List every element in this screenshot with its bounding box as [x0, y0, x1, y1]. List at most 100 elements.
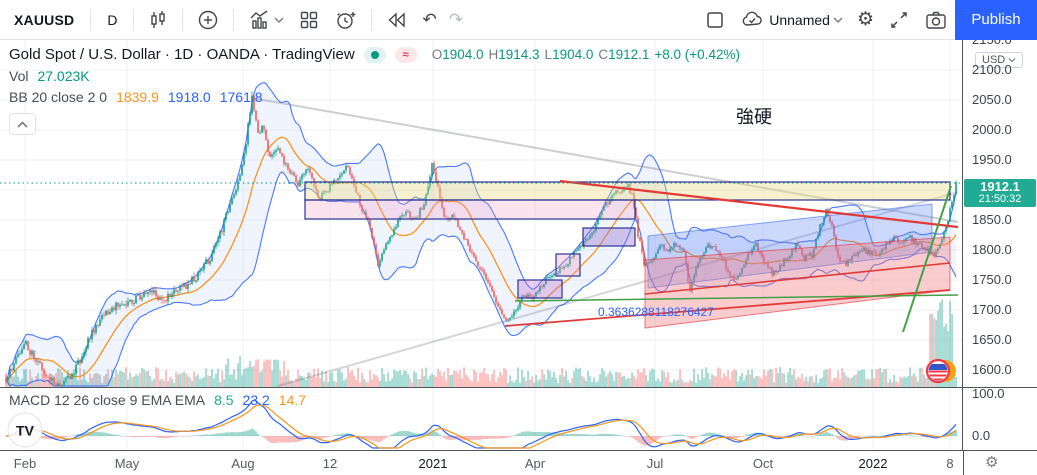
indicators-button[interactable] — [240, 4, 291, 36]
redo-button[interactable]: ↷ — [448, 9, 463, 29]
open-label: O — [431, 47, 443, 62]
price-chart-canvas[interactable]: 0.3636288118276427 強硬 TV — [0, 40, 963, 450]
bb-upper-value: 1918.0 — [167, 89, 211, 105]
single-layout-icon — [707, 11, 723, 28]
macd-tick-label: 0.0 — [972, 428, 991, 443]
compare-button[interactable] — [189, 4, 227, 36]
chart-style-button[interactable] — [140, 5, 176, 35]
separator — [133, 8, 135, 31]
alarm-clock-plus-icon — [337, 11, 356, 29]
macd-tick-label: 100.0 — [972, 386, 1005, 401]
toolbar-left-group: XAUUSD D — [0, 0, 469, 39]
bb-lower-value: 1761.8 — [219, 89, 263, 105]
time-tick-label: 2022 — [858, 456, 888, 471]
last-price-label: 1912.1 21:50:32 — [964, 179, 1036, 207]
price-tick-label: 1700.0 — [972, 302, 1012, 317]
candles-icon — [151, 10, 166, 28]
last-price-value: 1912.1 — [980, 179, 1020, 194]
price-tick-label: 1950.0 — [972, 152, 1012, 167]
close-value: 1912.1 — [608, 47, 650, 62]
bb-label: BB 20 close 2 0 — [9, 89, 108, 105]
price-tick-label: 2050.0 — [972, 92, 1012, 107]
macd-line-value: 23.2 — [242, 392, 270, 408]
price-tick-label: 1850.0 — [972, 212, 1012, 227]
high-label: H — [488, 47, 499, 62]
currency-label: USD — [982, 54, 1006, 66]
pane-axis-divider — [963, 387, 1037, 388]
volume-label: Vol — [9, 68, 29, 84]
time-tick-label: Oct — [752, 456, 774, 471]
chevron-up-icon — [17, 120, 28, 128]
volume-value: 27.023K — [37, 68, 90, 84]
separator — [371, 8, 373, 31]
price-axis[interactable]: USD 1912.1 21:50:32 2150.02100.02050.020… — [963, 32, 1037, 450]
svg-text:強硬: 強硬 — [736, 107, 772, 127]
macd-legend-row: MACD 12 26 close 9 EMA EMA 8.5 23.2 14.7 — [9, 392, 306, 408]
publish-button[interactable]: Publish — [955, 0, 1037, 40]
symbol-button[interactable]: XAUUSD — [14, 11, 75, 28]
price-tick-label: 2100.0 — [972, 62, 1012, 77]
time-axis[interactable]: ⚙ Feb May Aug 12 2021 Apr Jul Oct 2022 8 — [0, 450, 1037, 475]
alert-button[interactable] — [327, 4, 365, 36]
toolbar-right-group: Unnamed ⚙ Publish — [697, 0, 1037, 40]
camera-icon — [926, 11, 946, 29]
separator — [182, 8, 184, 31]
published-idea-icon[interactable] — [363, 46, 386, 63]
low-value: 1904.0 — [552, 47, 594, 62]
grid-layout-icon — [301, 11, 318, 28]
rewind-icon — [388, 11, 406, 28]
axis-settings-gear-icon[interactable]: ⚙ — [985, 454, 999, 471]
snapshot-button[interactable] — [917, 5, 955, 35]
layout-select-button[interactable] — [697, 5, 733, 35]
svg-text:TV: TV — [16, 423, 35, 439]
time-tick-label: 2021 — [418, 456, 448, 471]
price-tick-label: 2000.0 — [972, 122, 1012, 137]
bb-legend-row: BB 20 close 2 0 1839.9 1918.0 1761.8 — [9, 89, 745, 105]
close-label: C — [598, 47, 609, 62]
chevron-down-icon — [1008, 58, 1016, 63]
high-value: 1914.3 — [498, 47, 540, 62]
cloud-check-icon — [742, 11, 763, 26]
idea-dot-icon — [370, 50, 379, 59]
macd-signal-value: 14.7 — [278, 392, 307, 408]
currency-selector[interactable]: USD — [975, 52, 1024, 68]
chevron-down-icon — [274, 17, 284, 23]
svg-text:0.3636288118276427: 0.3636288118276427 — [598, 305, 714, 319]
chart-area: 0.3636288118276427 強硬 TV Gold Spot / U.S. … — [0, 32, 1037, 475]
bb-basis-value: 1839.9 — [116, 89, 159, 105]
fullscreen-arrows-icon — [891, 11, 907, 28]
save-layout-button[interactable]: Unnamed — [733, 5, 850, 35]
time-tick-label: Aug — [231, 456, 255, 471]
macd-label: MACD 12 26 close 9 EMA EMA — [9, 392, 206, 408]
change-value: +8.0 (+0.42%) — [654, 47, 740, 62]
undo-button[interactable]: ↶ — [422, 9, 437, 29]
time-tick-label: Jul — [646, 456, 664, 471]
interval-button[interactable]: D — [107, 11, 118, 28]
fullscreen-button[interactable] — [881, 5, 917, 35]
chevron-down-icon — [833, 17, 843, 23]
time-tick-label: Feb — [13, 456, 37, 471]
volume-legend-row: Vol 27.023K — [9, 68, 745, 84]
price-tick-label: 1750.0 — [972, 272, 1012, 287]
alerts-icon[interactable]: ≈ — [394, 46, 417, 63]
chart-title: Gold Spot / U.S. Dollar · 1D · OANDA · T… — [9, 46, 355, 63]
macd-hist-value: 8.5 — [214, 392, 234, 408]
legend-main: Gold Spot / U.S. Dollar · 1D · OANDA · T… — [9, 46, 745, 135]
price-tick-label: 1800.0 — [972, 242, 1012, 257]
layout-name-label: Unnamed — [769, 11, 830, 28]
open-value: 1904.0 — [442, 47, 484, 62]
chart-settings-button[interactable]: ⚙ — [850, 6, 881, 33]
time-tick-label: 8 — [946, 456, 954, 471]
symbol-legend-row: Gold Spot / U.S. Dollar · 1D · OANDA · T… — [9, 46, 745, 63]
templates-button[interactable] — [291, 5, 327, 35]
separator — [90, 8, 92, 31]
time-tick-label: May — [114, 456, 140, 471]
price-tick-label: 1650.0 — [972, 332, 1012, 347]
time-tick-label: 12 — [322, 456, 338, 471]
collapse-indicators-button[interactable] — [9, 113, 36, 135]
axis-corner-divider — [963, 451, 964, 475]
countdown-timer: 21:50:32 — [978, 193, 1022, 205]
replay-button[interactable] — [378, 4, 416, 36]
time-tick-label: Apr — [524, 456, 546, 471]
